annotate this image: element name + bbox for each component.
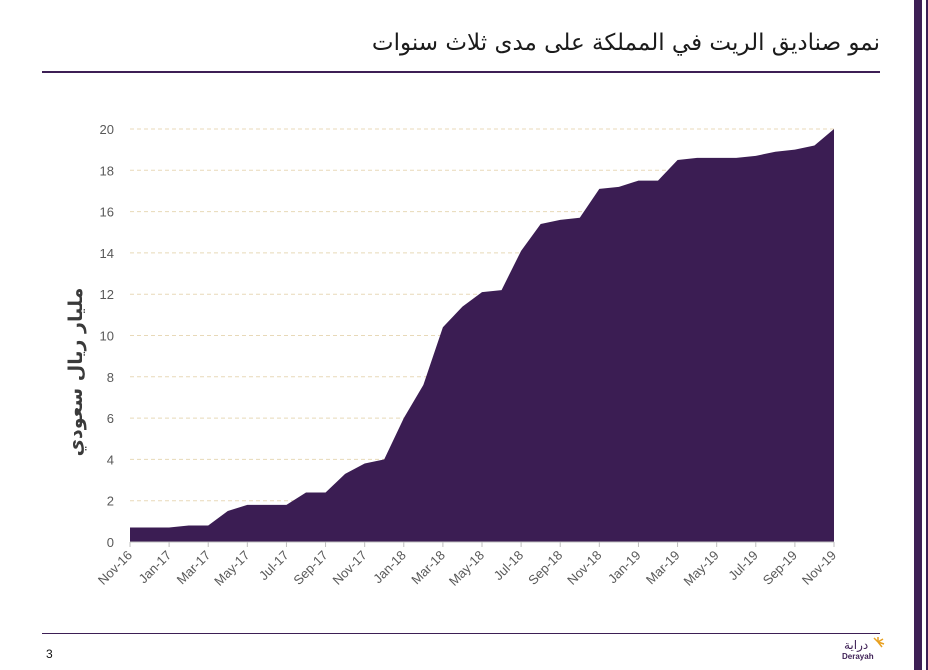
x-tick-label: Jul-18 — [491, 548, 527, 584]
x-tick-label: Sep-18 — [525, 548, 565, 588]
logo-latin-text: Derayah — [842, 652, 874, 661]
x-tick-label: Nov-19 — [799, 548, 839, 588]
x-tick-label: Mar-19 — [643, 548, 683, 588]
x-tick-label: Jan-19 — [605, 548, 644, 587]
right-accent-line — [926, 0, 928, 670]
right-accent-bar — [914, 0, 922, 670]
x-tick-label: Nov-16 — [95, 548, 135, 588]
x-tick-label: Nov-17 — [330, 548, 370, 588]
x-tick-label: May-17 — [211, 548, 252, 589]
page-number: 3 — [46, 647, 53, 661]
x-tick-label: May-19 — [681, 548, 722, 589]
x-tick-label: Jan-17 — [136, 548, 175, 587]
title-divider — [42, 71, 880, 73]
y-tick-label: 18 — [100, 163, 114, 178]
series-area-reit-funds — [130, 129, 834, 542]
x-tick-label: Sep-19 — [760, 548, 800, 588]
x-tick-label: Jul-17 — [256, 548, 292, 584]
logo-sun-icon — [873, 637, 885, 648]
footer-divider — [42, 633, 880, 634]
y-tick-label: 8 — [107, 370, 114, 385]
y-tick-label: 2 — [107, 494, 114, 509]
x-tick-label: Mar-17 — [174, 548, 214, 588]
derayah-logo: دراية Derayah — [838, 636, 886, 666]
x-tick-label: Nov-18 — [564, 548, 604, 588]
y-axis-ticks: 0 2 4 6 8 10 12 14 16 18 20 — [100, 122, 114, 550]
y-tick-label: 0 — [107, 535, 114, 550]
y-tick-label: 10 — [100, 329, 114, 344]
y-tick-label: 4 — [107, 452, 114, 467]
x-tick-label: May-18 — [446, 548, 487, 589]
y-tick-label: 16 — [100, 205, 114, 220]
y-tick-label: 6 — [107, 411, 114, 426]
x-tick-label: Sep-17 — [290, 548, 330, 588]
x-tick-label: Jul-19 — [725, 548, 761, 584]
slide-title: نمو صناديق الريت في المملكة على مدى ثلاث… — [371, 30, 880, 56]
y-tick-label: 14 — [100, 246, 114, 261]
y-tick-label: 20 — [100, 122, 114, 137]
x-tick-label: Mar-18 — [408, 548, 448, 588]
x-tick-label: Jan-18 — [370, 548, 409, 587]
logo-arabic-text: دراية — [844, 638, 869, 652]
y-tick-label: 12 — [100, 287, 114, 302]
y-axis-label: مليار ريال سعودي — [65, 288, 88, 457]
